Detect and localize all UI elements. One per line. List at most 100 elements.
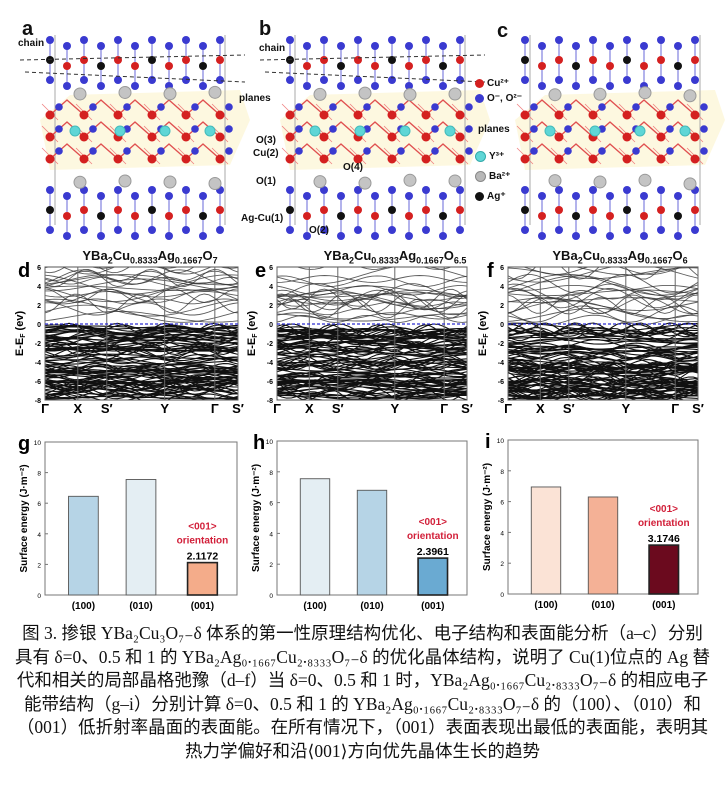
o-atom	[80, 76, 88, 84]
ag-atom	[388, 206, 396, 214]
ag-atom	[521, 206, 529, 214]
cu-atom	[405, 212, 413, 220]
orientation-annotation: <001>	[188, 522, 217, 533]
x-tick-label: S′	[461, 401, 473, 416]
o-atom	[46, 186, 54, 194]
band-line	[45, 349, 238, 357]
band-line	[508, 355, 698, 362]
band-line	[45, 359, 238, 365]
cu-atom	[113, 110, 123, 120]
o-atom	[530, 147, 538, 155]
o-atom	[371, 192, 379, 200]
o-atom	[131, 42, 139, 50]
label-planes-c: planes	[478, 124, 510, 135]
band-line	[45, 327, 238, 337]
band-line	[508, 273, 698, 296]
ag-atom	[46, 206, 54, 214]
label-chain-a: chain	[18, 38, 45, 49]
o-atom	[431, 147, 439, 155]
x-tick-label: (100)	[534, 600, 557, 611]
o-atom	[123, 103, 131, 111]
o-atom	[530, 125, 538, 133]
y-axis-label-sub: F	[252, 333, 259, 338]
y-axis-label: E-EF (ev)	[14, 311, 27, 357]
panel-letter-b: b	[259, 18, 272, 40]
ba-atom	[313, 87, 327, 101]
y-atom	[544, 125, 556, 137]
ag-atom	[337, 212, 345, 220]
y-tick-label: -6	[267, 379, 273, 386]
o-atom	[286, 226, 294, 234]
ag-atom	[572, 62, 580, 70]
cu-atom	[285, 132, 295, 142]
o-atom	[640, 192, 648, 200]
cu-atom	[690, 154, 700, 164]
o-atom	[63, 192, 71, 200]
ba-atom	[358, 86, 372, 100]
cu-atom	[353, 110, 363, 120]
cu-atom	[656, 132, 666, 142]
legend-item-o: O⁻, O²⁻	[475, 91, 522, 106]
o-atom	[538, 42, 546, 50]
o-atom	[337, 42, 345, 50]
cu-o-bonds	[289, 143, 461, 160]
band-line	[277, 391, 467, 399]
legend-item-ba: Ba²⁺	[475, 169, 522, 184]
o-atom	[191, 125, 199, 133]
bar-001	[417, 557, 449, 596]
o-atom	[674, 82, 682, 90]
o-atom	[303, 42, 311, 50]
label-chain-b: chain	[259, 43, 286, 54]
o-atom	[157, 103, 165, 111]
o-atom	[303, 232, 311, 240]
o-atom	[199, 42, 207, 50]
cu-o-bonds	[289, 99, 461, 116]
band-line	[508, 327, 698, 337]
o-atom	[640, 42, 648, 50]
band-line	[45, 274, 238, 292]
orientation-annotation: <001>	[650, 504, 679, 515]
o-atom	[422, 36, 430, 44]
cu-atom	[319, 154, 329, 164]
x-tick-label: Γ	[504, 401, 512, 416]
o-atom	[572, 232, 580, 240]
cu-atom	[182, 206, 190, 214]
band-line	[508, 267, 698, 279]
y-tick-label: -4	[267, 360, 273, 367]
y-axis-label-sub: F	[20, 333, 27, 338]
o-atom	[564, 147, 572, 155]
band-line	[45, 334, 238, 347]
ag-ion-icon	[475, 192, 484, 201]
o-atom	[123, 147, 131, 155]
band-line	[45, 392, 238, 400]
cu-atom	[691, 56, 699, 64]
band-line	[277, 328, 467, 336]
y-tick-label: 2	[500, 561, 504, 568]
ba-atom	[683, 177, 697, 191]
cu-atom	[63, 212, 71, 220]
ba-atom	[593, 175, 607, 189]
o-atom	[422, 186, 430, 194]
o-atom	[623, 76, 631, 84]
band-line	[45, 310, 238, 323]
y-tick-label: -8	[35, 398, 41, 405]
o-atom	[691, 36, 699, 44]
x-tick-label: S′	[563, 401, 575, 416]
o-atom	[97, 192, 105, 200]
cu-atom	[131, 62, 139, 70]
cu-atom	[319, 110, 329, 120]
cu-atom	[690, 132, 700, 142]
y-axis-label-unit: (ev)	[477, 311, 489, 334]
y-tick-label: -6	[35, 379, 41, 386]
band-line	[508, 297, 698, 303]
y-tick-label: 0	[269, 322, 273, 329]
y-tick-label: 4	[500, 284, 504, 291]
y-atom	[589, 125, 601, 137]
crystal-structures	[19, 35, 725, 240]
y-tick-label: 6	[500, 265, 504, 272]
o-atom	[55, 147, 63, 155]
band-line	[277, 332, 467, 338]
o-atom	[456, 76, 464, 84]
o-atom	[538, 232, 546, 240]
cu-atom	[588, 110, 598, 120]
